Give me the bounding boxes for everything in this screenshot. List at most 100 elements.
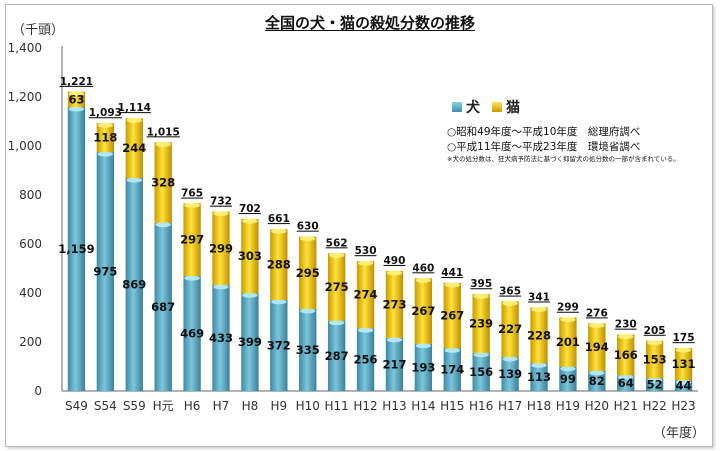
bar-segment-cat (559, 317, 577, 367)
data-label-dog: 113 (527, 370, 551, 384)
x-tick-label: H21 (614, 399, 638, 413)
data-label-dog: 975 (93, 265, 117, 279)
data-label-dog: 52 (647, 378, 663, 392)
bar-cap-cat (155, 141, 171, 147)
bar-segment-cat (645, 340, 664, 379)
legend-item-cat: 猫 (492, 97, 520, 117)
x-tick-label: S59 (123, 399, 146, 413)
legend-swatch-cat (492, 102, 502, 112)
data-label-total: 530 (355, 245, 377, 257)
bar-cap-cat (473, 293, 489, 299)
data-label-dog: 469 (180, 327, 204, 341)
source-notes: ○昭和49年度～平成10年度 総理府調べ ○平成11年度～平成23年度 環境省調… (447, 125, 680, 164)
bar-cap-cat (126, 117, 142, 123)
data-label-cat: 303 (238, 249, 262, 263)
x-axis-unit-label: （年度） (653, 426, 706, 441)
data-label-dog: 139 (498, 367, 522, 381)
bar-cap-dog (444, 347, 460, 353)
data-label-cat: 328 (151, 176, 175, 190)
bar-cap-dog (473, 352, 489, 358)
data-label-dog: 1,159 (58, 242, 94, 256)
bar-cap-dog (415, 343, 432, 349)
bar-cap-cat (97, 122, 114, 128)
y-tick-label: 200 (19, 335, 42, 349)
bar-cap-cat (560, 317, 576, 322)
bar-segment-dog (674, 380, 693, 391)
bar-cap-dog (589, 370, 605, 376)
bar-segment-cat (501, 301, 519, 357)
x-tick-label: S54 (94, 399, 117, 413)
bar-segment-dog (327, 320, 346, 391)
chart-title: 全国の犬・猫の殺処分数の推移 (0, 12, 720, 33)
bar-cap-dog (675, 379, 692, 385)
bar-segment-cat (183, 203, 201, 277)
data-label-dog: 256 (354, 353, 378, 367)
bar-segment-cat (154, 142, 172, 223)
bar-segment-dog (154, 222, 172, 391)
legend-item-dog: 犬 (452, 97, 480, 117)
bar-segment-dog (299, 308, 317, 391)
bar-segment-dog (241, 293, 259, 391)
data-label-total: 441 (441, 267, 463, 279)
data-label-cat: 227 (498, 322, 522, 336)
bar-cap-dog (271, 299, 287, 305)
bar-cap-dog (300, 308, 316, 314)
bar-cap-cat (502, 300, 518, 306)
x-tick-label: H6 (184, 399, 201, 413)
data-label-total: 490 (383, 255, 405, 267)
bar-segment-cat (241, 219, 259, 294)
data-label-cat: 228 (527, 328, 551, 342)
y-tick-label: 800 (19, 188, 42, 202)
bar-segment-cat (443, 282, 461, 349)
data-label-cat: 153 (643, 353, 667, 367)
x-tick-label: H9 (270, 399, 287, 413)
bar-segment-cat (414, 278, 433, 344)
x-tick-label: H20 (585, 399, 609, 413)
bar-cap-dog (531, 362, 547, 368)
bar-cap-cat (415, 277, 432, 283)
bar-cap-cat (646, 340, 663, 346)
data-label-cat: 299 (209, 241, 233, 255)
bar-cap-dog (68, 106, 85, 112)
bar-cap-dog (155, 222, 171, 228)
bar-cap-cat (589, 322, 605, 328)
data-label-total: 205 (644, 325, 666, 337)
x-tick-label: H12 (353, 399, 377, 413)
x-tick-label: H13 (382, 399, 406, 413)
x-tick-label: H19 (556, 399, 580, 413)
data-label-dog: 287 (325, 349, 349, 363)
data-label-dog: 399 (238, 335, 262, 349)
data-label-cat: 166 (614, 348, 638, 362)
data-label-cat: 194 (585, 340, 609, 354)
x-tick-label: H7 (213, 399, 230, 413)
y-tick-label: 1,200 (8, 90, 42, 104)
x-tick-label: H11 (324, 399, 348, 413)
y-tick-label: 1,000 (8, 139, 42, 153)
bar-segment-dog (270, 299, 288, 391)
data-label-total: 1,015 (147, 126, 180, 138)
bar-cap-cat (386, 270, 403, 276)
data-label-cat: 118 (93, 131, 117, 145)
bar-cap-cat (531, 306, 547, 312)
bar-cap-cat (675, 347, 692, 353)
data-label-total: 230 (615, 319, 637, 331)
data-label-total: 1,114 (118, 102, 151, 114)
y-axis-unit-label: （千頭） (12, 23, 65, 38)
data-label-dog: 64 (618, 376, 634, 390)
data-label-dog: 44 (676, 379, 692, 393)
bar-segment-dog (96, 152, 115, 391)
data-label-dog: 82 (589, 374, 605, 388)
bar-cap-dog (646, 377, 663, 383)
x-tick-label: H23 (671, 399, 695, 413)
bar-segment-dog (472, 352, 490, 391)
bar-segment-cat (530, 307, 548, 364)
data-label-total: 460 (412, 262, 434, 274)
bar-segment-dog (501, 356, 519, 391)
x-tick-label: H22 (642, 399, 666, 413)
data-label-total: 276 (586, 307, 608, 319)
bar-cap-cat (357, 260, 374, 266)
bar-cap-dog (560, 366, 576, 372)
data-label-dog: 217 (382, 357, 406, 371)
bar-segment-cat (96, 123, 115, 153)
data-label-cat: 274 (354, 288, 378, 302)
